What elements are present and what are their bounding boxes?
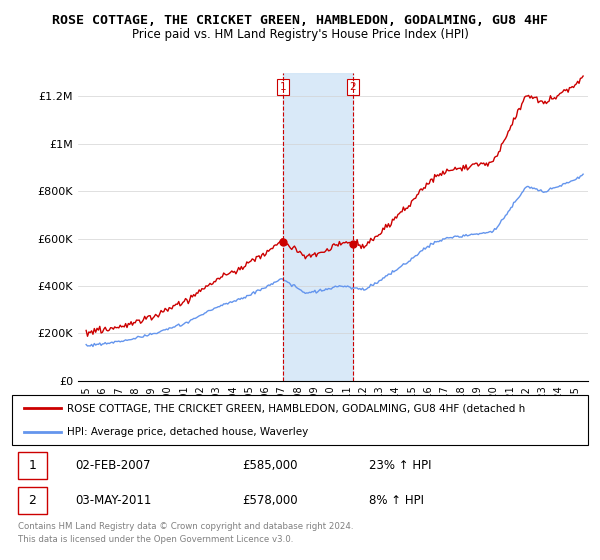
Text: Price paid vs. HM Land Registry's House Price Index (HPI): Price paid vs. HM Land Registry's House … xyxy=(131,28,469,41)
Text: This data is licensed under the Open Government Licence v3.0.: This data is licensed under the Open Gov… xyxy=(18,535,293,544)
Text: ROSE COTTAGE, THE CRICKET GREEN, HAMBLEDON, GODALMING, GU8 4HF: ROSE COTTAGE, THE CRICKET GREEN, HAMBLED… xyxy=(52,14,548,27)
Text: £585,000: £585,000 xyxy=(242,459,298,472)
Text: 1: 1 xyxy=(28,459,36,472)
Text: 23% ↑ HPI: 23% ↑ HPI xyxy=(369,459,431,472)
FancyBboxPatch shape xyxy=(18,452,47,479)
Bar xyxy=(283,73,353,381)
Text: 2: 2 xyxy=(28,494,36,507)
Text: Contains HM Land Registry data © Crown copyright and database right 2024.: Contains HM Land Registry data © Crown c… xyxy=(18,522,353,531)
Text: 02-FEB-2007: 02-FEB-2007 xyxy=(76,459,151,472)
Text: £578,000: £578,000 xyxy=(242,494,298,507)
Text: 2: 2 xyxy=(350,82,356,92)
Point xyxy=(348,239,358,248)
FancyBboxPatch shape xyxy=(12,395,588,445)
FancyBboxPatch shape xyxy=(18,487,47,514)
Text: ROSE COTTAGE, THE CRICKET GREEN, HAMBLEDON, GODALMING, GU8 4HF (detached h: ROSE COTTAGE, THE CRICKET GREEN, HAMBLED… xyxy=(67,403,525,413)
Text: 03-MAY-2011: 03-MAY-2011 xyxy=(76,494,152,507)
Text: 1: 1 xyxy=(280,82,286,92)
Text: HPI: Average price, detached house, Waverley: HPI: Average price, detached house, Wave… xyxy=(67,427,308,437)
Text: 8% ↑ HPI: 8% ↑ HPI xyxy=(369,494,424,507)
Point xyxy=(278,237,288,246)
